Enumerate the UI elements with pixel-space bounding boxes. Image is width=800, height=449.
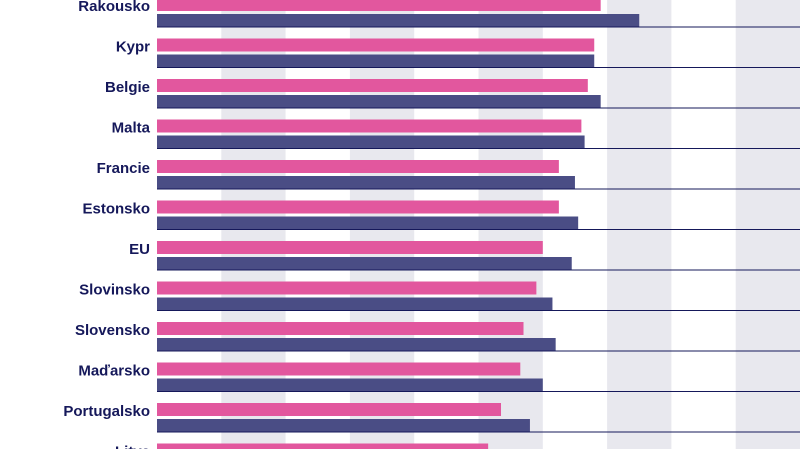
grid-band [607,0,672,449]
bar-series-1 [157,362,521,376]
category-label: Portugalsko [63,403,150,420]
category-label: EU [129,241,150,258]
category-label: Malta [112,120,151,137]
bar-series-1 [157,200,559,214]
bar-series-1 [157,281,537,295]
category-label: Kypr [116,39,150,56]
category-label: Rakousko [78,0,150,15]
bar-series-1 [157,79,588,92]
bar-series-2 [157,176,575,189]
bar-series-2 [157,297,553,311]
bar-series-1 [157,119,582,133]
category-label: Estonsko [82,201,150,218]
bar-series-2 [157,419,530,432]
bar-series-2 [157,338,556,351]
bar-series-1 [157,241,543,254]
category-label: Belgie [105,79,150,96]
category-label: Slovinsko [79,282,150,299]
bar-series-1 [157,160,559,173]
bar-series-2 [157,54,595,68]
bar-series-2 [157,257,572,270]
bar-series-1 [157,322,524,335]
category-label: Litva [115,444,151,449]
category-label: Francie [97,160,150,177]
grid-band [735,0,800,449]
category-label: Slovensko [75,322,150,339]
bar-series-2 [157,216,579,230]
bar-series-2 [157,135,585,149]
bar-series-2 [157,14,640,27]
category-label: Maďarsko [78,363,150,380]
bar-series-1 [157,38,595,52]
bar-series-2 [157,378,543,392]
bar-series-1 [157,0,601,11]
bar-series-1 [157,403,502,416]
bar-series-2 [157,95,601,108]
bar-series-1 [157,443,489,449]
